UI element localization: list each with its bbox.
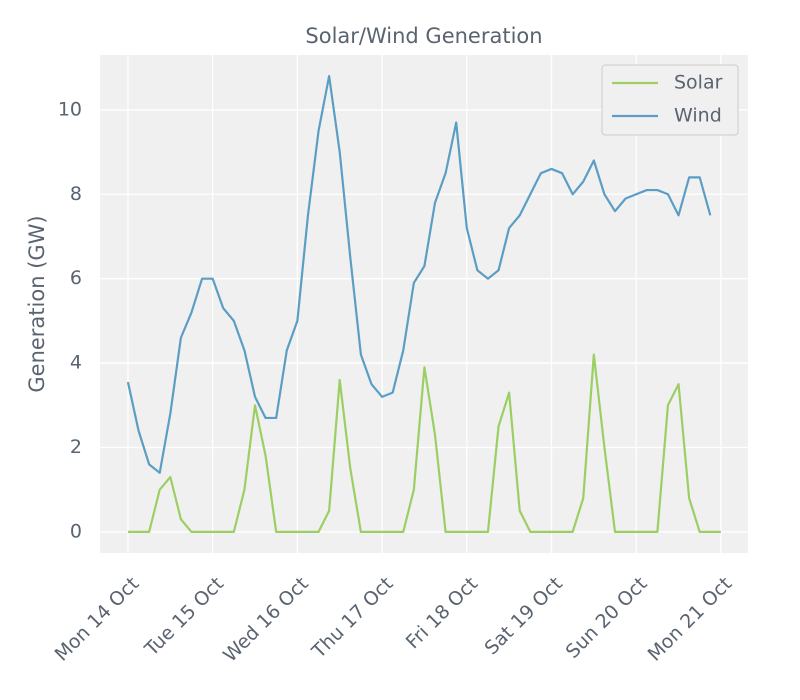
x-tick-label: Fri 18 Oct [402, 573, 482, 653]
x-tick-label: Tue 15 Oct [140, 573, 228, 661]
y-axis-label: Generation (GW) [25, 215, 49, 392]
y-tick-label: 6 [70, 267, 82, 289]
x-tick-label: Sat 19 Oct [480, 573, 566, 659]
chart-title: Solar/Wind Generation [305, 24, 542, 48]
y-tick-label: 4 [70, 352, 82, 374]
y-tick-label: 8 [70, 183, 82, 205]
x-tick-label: Thu 17 Oct [307, 573, 397, 663]
legend-label: Wind [674, 105, 722, 127]
series-line [126, 75, 712, 474]
y-tick-label: 0 [70, 520, 82, 542]
plot-area [100, 55, 748, 553]
x-tick-label: Mon 21 Oct [644, 573, 737, 666]
x-tick-label: Wed 16 Oct [219, 573, 313, 667]
y-tick-label: 2 [70, 436, 82, 458]
legend-label: Solar [674, 72, 723, 94]
y-tick-label: 10 [58, 98, 82, 120]
x-tick-label: Mon 14 Oct [51, 573, 144, 666]
series-line [127, 353, 721, 533]
x-tick-label: Sun 20 Oct [562, 573, 652, 663]
